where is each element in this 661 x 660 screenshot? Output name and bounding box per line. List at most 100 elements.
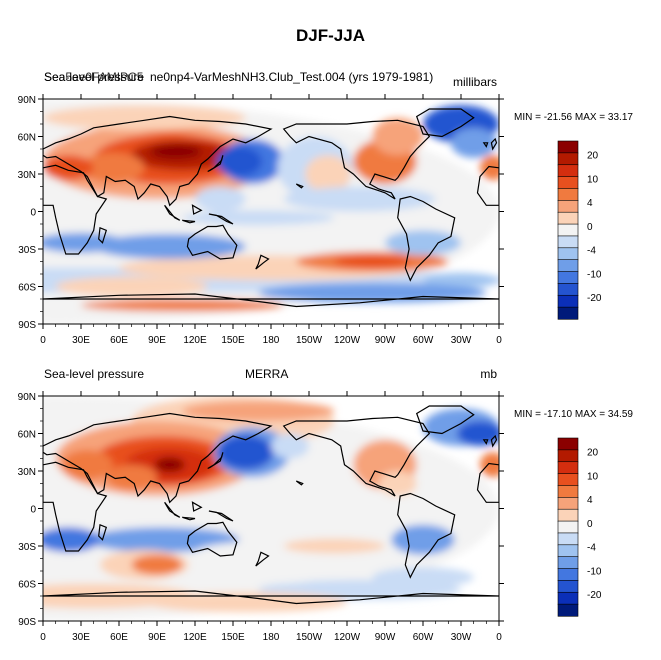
x-tick-label: 0: [496, 335, 502, 346]
y-tick-label: 30S: [18, 542, 36, 553]
panel-center-label: ne0np4-VarMeshNH3.Club_Test.004 (yrs 197…: [150, 70, 434, 84]
x-tick-label: 150W: [296, 632, 323, 643]
slp-map-model: 0 30E 60E 90E 120E 150E 180 150W 120W 90W 60W 30W 09…: [18, 94, 602, 346]
colorbar-swatch: [557, 188, 579, 201]
contour-region: [195, 186, 246, 212]
coastlines: [43, 405, 499, 605]
colorbar: 20 10 4 0 -4 -10 -20: [557, 140, 602, 320]
contour-region: [372, 117, 423, 156]
model-panel: Sea-level pressure Sea5ae0FAMIPC5 ne0np4…: [0, 70, 661, 360]
coastline: [282, 416, 431, 497]
x-tick-label: 120E: [183, 335, 207, 346]
coastline: [397, 195, 456, 282]
coastline: [182, 516, 196, 521]
colorbar-swatch: [557, 140, 579, 154]
x-tick-label: 180: [263, 335, 280, 346]
coastline: [182, 219, 196, 224]
contour-region: [457, 421, 499, 446]
coastline: [98, 226, 108, 244]
colorbar-swatch: [557, 200, 579, 213]
colorbar-swatch: [557, 520, 579, 534]
colorbar-swatch: [557, 247, 579, 261]
page-title: DJF-JJA: [296, 26, 365, 45]
coastline: [43, 164, 108, 255]
contour-region: [154, 457, 185, 473]
coastline: [191, 501, 203, 512]
colorbar-label: 20: [587, 151, 599, 162]
contour-region: [271, 433, 309, 459]
contour-region: [87, 527, 240, 553]
x-tick-label: 0: [496, 632, 502, 643]
contour-region: [144, 592, 347, 613]
x-tick-label: 60E: [110, 335, 128, 346]
colorbar: 20 10 4 0 -4 -10 -20: [557, 437, 602, 617]
colorbar-swatch: [557, 437, 579, 451]
y-tick-label: 60N: [18, 133, 36, 144]
colorbar-label: 0: [587, 519, 593, 530]
colorbar-label: 20: [587, 448, 599, 459]
contour-region: [480, 155, 499, 181]
contour-region: [385, 230, 461, 256]
panel-center-label: MERRA: [245, 367, 289, 381]
x-tick-label: 0: [40, 335, 46, 346]
contour-region: [450, 127, 497, 158]
x-tick-label: 120W: [334, 335, 361, 346]
coastline: [186, 224, 238, 260]
coastline: [186, 521, 238, 557]
contour-region: [43, 155, 94, 181]
contour-region: [43, 232, 126, 253]
slp-map-merra: 0 30E 60E 90E 120E 150E 180 150W 120W 90W 60W 30W 09…: [18, 391, 602, 643]
colorbar-swatch: [557, 473, 579, 487]
x-tick-label: 150E: [221, 335, 245, 346]
colorbar-swatch: [557, 580, 579, 593]
colorbar-label: -20: [587, 590, 602, 601]
colorbar-swatch: [557, 211, 579, 225]
contour-region: [334, 255, 411, 268]
coastline: [43, 115, 273, 207]
colorbar-swatch: [557, 152, 579, 166]
colorbar-swatch: [557, 235, 579, 249]
colorbar-swatch: [557, 223, 579, 237]
coastline: [490, 137, 498, 151]
colorbar-swatch: [557, 259, 579, 273]
colorbar-swatch: [557, 461, 579, 475]
contour-region: [169, 569, 322, 585]
x-tick-label: 30E: [72, 335, 90, 346]
coastline: [415, 405, 475, 435]
panel-units-label: millibars: [452, 75, 497, 89]
contour-region: [55, 276, 208, 297]
x-tick-label: 180: [263, 632, 280, 643]
colorbar-label: -10: [587, 269, 602, 280]
x-tick-label: 60W: [413, 632, 434, 643]
coastline: [43, 412, 273, 504]
coastline: [415, 108, 475, 138]
contour-region: [378, 471, 417, 496]
colorbar-label: 4: [587, 495, 593, 506]
merra-panel: Sea-level pressure MERRA mb MIN = -17.10…: [0, 367, 661, 657]
coastline: [490, 434, 498, 448]
colorbar-swatch: [557, 508, 579, 522]
contour-region: [93, 234, 246, 259]
y-tick-label: 60N: [18, 430, 36, 441]
coastline: [43, 461, 108, 552]
colorbar-swatch: [557, 603, 579, 617]
coastline: [295, 480, 304, 486]
colorbar-swatch: [557, 271, 579, 285]
min-max-label: MIN = -21.56 MAX = 33.17: [514, 112, 633, 123]
panel-units-label: mb: [480, 367, 497, 381]
contour-region: [283, 186, 436, 212]
coastline: [295, 183, 304, 189]
coastline: [43, 293, 499, 308]
contour-region: [480, 452, 499, 478]
x-tick-label: 90E: [148, 632, 166, 643]
colorbar-swatch: [557, 449, 579, 463]
contour-region: [43, 527, 100, 553]
contour-region: [283, 538, 386, 554]
x-tick-label: 30E: [72, 632, 90, 643]
contour-region: [305, 155, 351, 193]
contour-region: [80, 299, 284, 312]
colorbar-swatch: [557, 591, 579, 605]
colorbar-label: 10: [587, 174, 599, 185]
contour-region: [150, 144, 202, 159]
x-tick-label: 150E: [221, 632, 245, 643]
